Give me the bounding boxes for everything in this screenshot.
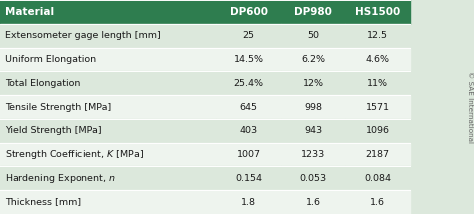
Text: 11%: 11% [367,79,388,88]
Text: 1.8: 1.8 [241,198,256,207]
Text: 1096: 1096 [366,126,390,135]
Text: 2187: 2187 [366,150,390,159]
Text: Thickness [mm]: Thickness [mm] [5,198,81,207]
Text: 1571: 1571 [366,103,390,111]
Text: 25: 25 [243,31,255,40]
Text: 1.6: 1.6 [370,198,385,207]
Text: HS1500: HS1500 [355,7,401,17]
Text: 12.5: 12.5 [367,31,388,40]
Text: 998: 998 [304,103,322,111]
Text: Hardening Exponent, $\mathit{n}$: Hardening Exponent, $\mathit{n}$ [5,172,116,185]
Text: DP600: DP600 [230,7,268,17]
Text: Extensometer gage length [mm]: Extensometer gage length [mm] [5,31,161,40]
Text: 0.053: 0.053 [300,174,327,183]
Text: 6.2%: 6.2% [301,55,325,64]
Text: 0.084: 0.084 [364,174,391,183]
Text: 0.154: 0.154 [235,174,262,183]
Text: 50: 50 [307,31,319,40]
Text: Material: Material [5,7,54,17]
Text: Total Elongation: Total Elongation [5,79,80,88]
Text: 1.6: 1.6 [306,198,321,207]
Text: 1007: 1007 [237,150,261,159]
Text: 4.6%: 4.6% [366,55,390,64]
Text: 25.4%: 25.4% [234,79,264,88]
Text: 645: 645 [240,103,258,111]
Text: 403: 403 [240,126,258,135]
Text: 14.5%: 14.5% [234,55,264,64]
Text: 12%: 12% [303,79,324,88]
Text: 1233: 1233 [301,150,325,159]
Text: Strength Coefficient, $\mathit{K}$ [MPa]: Strength Coefficient, $\mathit{K}$ [MPa] [5,148,144,161]
Text: Tensile Strength [MPa]: Tensile Strength [MPa] [5,103,111,111]
Text: Yield Strength [MPa]: Yield Strength [MPa] [5,126,101,135]
Text: DP980: DP980 [294,7,332,17]
Text: © SAE International: © SAE International [467,71,473,143]
Text: Uniform Elongation: Uniform Elongation [5,55,96,64]
Text: 943: 943 [304,126,322,135]
